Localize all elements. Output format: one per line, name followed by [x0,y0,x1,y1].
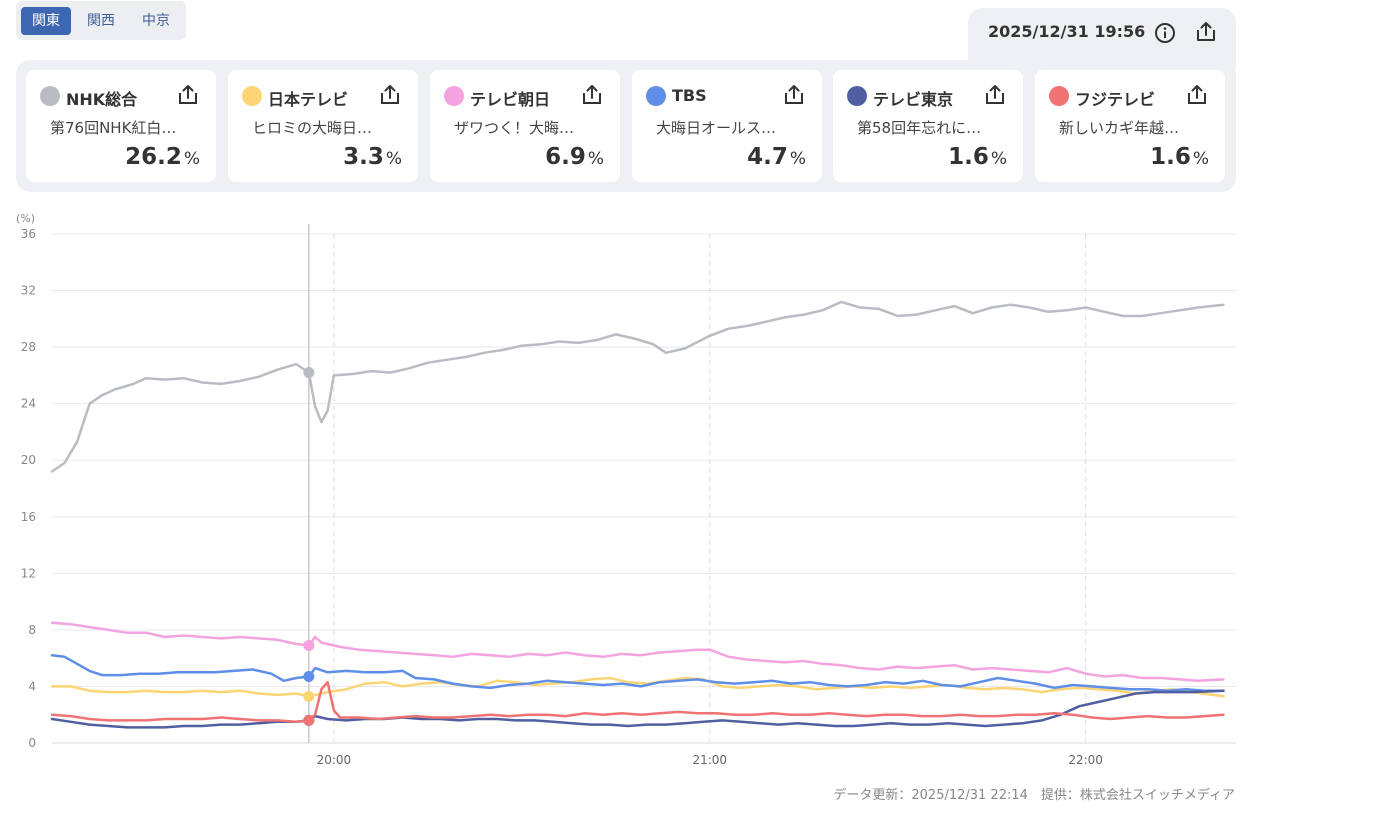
program-title: ザワつく！大晦… [454,119,575,137]
program-title: ヒロミの大晦日… [252,119,373,137]
rating-unit: % [385,149,402,169]
region-tab-chukyo[interactable]: 中京 [142,13,170,29]
channel-color-dot [242,86,262,106]
y-tick-label: 16 [21,510,36,524]
channel-name: NHK総合 [66,90,138,109]
channel-color-dot [847,86,867,106]
y-tick-label: 0 [28,736,36,750]
program-title: 新しいカギ年越… [1059,119,1180,137]
rating-number: 6.9 [545,144,586,170]
series-line[interactable] [50,676,1225,698]
rating-number: 4.7 [747,144,788,170]
info-icon[interactable] [1153,21,1177,45]
share-icon[interactable] [378,83,402,107]
x-tick-label: 20:00 [317,753,352,767]
share-icon[interactable] [176,83,200,107]
cursor-point-marker [303,690,315,702]
channel-card-nhk[interactable]: NHK総合 第76回NHK紅白… 26.2% [26,70,216,182]
share-icon[interactable] [580,83,604,107]
channel-card-ntv[interactable]: 日本テレビ ヒロミの大晦日… 3.3% [228,70,418,182]
data-source-footer: データ更新：2025/12/31 22:14 提供：株式会社スイッチメディア [833,788,1235,803]
y-tick-label: 20 [21,453,36,467]
channel-card-tbs[interactable]: TBS 大晦日オールス… 4.7% [632,70,822,182]
rating-unit: % [1192,149,1209,169]
share-icon[interactable] [983,83,1007,107]
region-tab-kansai[interactable]: 関西 [87,13,115,29]
y-tick-label: 32 [21,284,36,298]
rating-value: 4.7% [747,144,806,170]
y-tick-label: 8 [28,623,36,637]
share-icon[interactable] [1194,20,1218,44]
y-tick-label: 4 [28,679,36,693]
rating-unit: % [587,149,604,169]
series-line[interactable] [50,621,1225,683]
rating-number: 1.6 [948,144,989,170]
rating-number: 1.6 [1150,144,1191,170]
series-line[interactable] [50,689,1225,729]
channel-card-tv-tokyo[interactable]: テレビ東京 第58回年忘れに… 1.6% [833,70,1023,182]
rating-value: 26.2% [125,144,200,170]
datetime-panel [968,8,1236,68]
program-title: 大晦日オールス… [656,119,777,137]
series-line[interactable] [50,680,1225,724]
program-title: 第58回年忘れに… [857,119,982,137]
rating-unit: % [183,149,200,169]
rating-value: 3.3% [343,144,402,170]
current-datetime: 2025/12/31 19:56 [988,22,1146,41]
region-tab-group: 関東 関西 中京 [16,1,186,40]
rating-number: 3.3 [343,144,384,170]
channel-name: テレビ東京 [873,90,954,109]
x-tick-label: 21:00 [692,753,727,767]
channel-color-dot [1049,86,1069,106]
rating-unit: % [990,149,1007,169]
channel-name: 日本テレビ [268,90,349,109]
cursor-point-marker [303,367,315,379]
rating-value: 6.9% [545,144,604,170]
share-icon[interactable] [1185,83,1209,107]
channel-color-dot [646,86,666,106]
y-tick-label: 24 [21,397,36,411]
x-tick-label: 22:00 [1068,753,1103,767]
rating-value: 1.6% [1150,144,1209,170]
rating-number: 26.2 [125,144,182,170]
rating-value: 1.6% [948,144,1007,170]
y-tick-label: 36 [21,227,36,241]
cursor-point-marker [303,671,315,683]
y-tick-label: 28 [21,340,36,354]
region-tab-kanto[interactable]: 関東 [21,7,71,35]
channel-card-tv-asahi[interactable]: テレビ朝日 ザワつく！大晦… 6.9% [430,70,620,182]
cursor-point-marker [303,639,315,651]
channel-card-fuji-tv[interactable]: フジテレビ 新しいカギ年越… 1.6% [1035,70,1225,182]
program-title: 第76回NHK紅白… [50,119,177,137]
share-icon[interactable] [782,83,806,107]
cursor-point-marker [303,714,315,726]
channel-name: テレビ朝日 [470,90,551,109]
series-line[interactable] [50,300,1225,473]
ratings-line-chart[interactable]: (%) 0 4 8 12 16 20 24 28 32 36 20:00 21:00 22:00 [0,200,1250,780]
y-axis-unit-label: (%) [16,212,35,225]
y-tick-label: 12 [21,566,36,580]
channel-cards-panel [16,60,1236,192]
channel-name: TBS [672,86,707,105]
channel-name: フジテレビ [1075,90,1156,109]
channel-color-dot [40,86,60,106]
rating-unit: % [789,149,806,169]
channel-color-dot [444,86,464,106]
series-line[interactable] [50,654,1225,692]
